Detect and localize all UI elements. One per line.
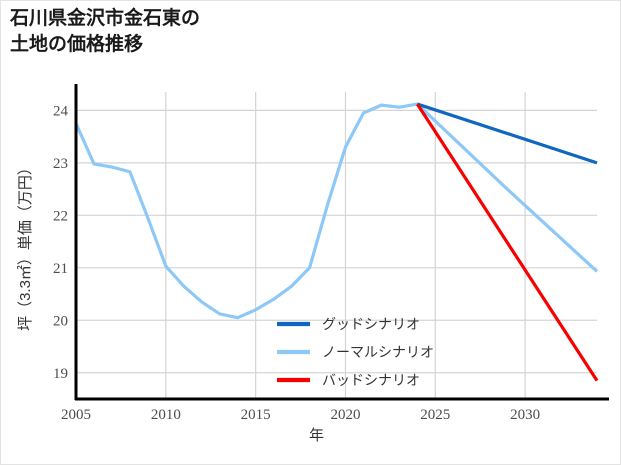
- y-tick-label: 24: [53, 103, 69, 119]
- y-axis-title: 坪（3.3㎡）単価（万円）: [17, 160, 34, 331]
- series-group: [74, 102, 599, 382]
- series-line-グッドシナリオ: [416, 102, 598, 165]
- legend-label-0: グッドシナリオ: [322, 316, 420, 332]
- axis-titles-group: 年 坪（3.3㎡）単価（万円）: [17, 160, 324, 444]
- x-tick-label: 2005: [61, 407, 91, 423]
- axis-group: [74, 84, 609, 401]
- chart-title: 石川県金沢市金石東の 土地の価格推移: [10, 8, 201, 56]
- legend-label-1: ノーマルシナリオ: [322, 344, 434, 360]
- legend-label-2: バッドシナリオ: [322, 372, 420, 388]
- y-tick-label: 19: [53, 366, 68, 382]
- series-line-バッドシナリオ: [415, 103, 599, 382]
- y-tick-label: 21: [53, 261, 68, 277]
- x-tick-label: 2030: [510, 407, 540, 423]
- tick-labels-group: 19 20 21 22 23 24 2005 2010 2015 2020 2025 2030: [53, 103, 540, 423]
- y-tick-label: 20: [53, 313, 68, 329]
- y-tick-label: 23: [53, 156, 68, 172]
- x-tick-label: 2020: [330, 407, 360, 423]
- x-tick-label: 2010: [151, 407, 181, 423]
- series-line-ノーマルシナリオ: [74, 102, 599, 320]
- x-axis-title: 年: [309, 427, 324, 444]
- x-tick-label: 2025: [420, 407, 450, 423]
- x-tick-label: 2015: [241, 407, 271, 423]
- y-tick-label: 22: [53, 208, 68, 224]
